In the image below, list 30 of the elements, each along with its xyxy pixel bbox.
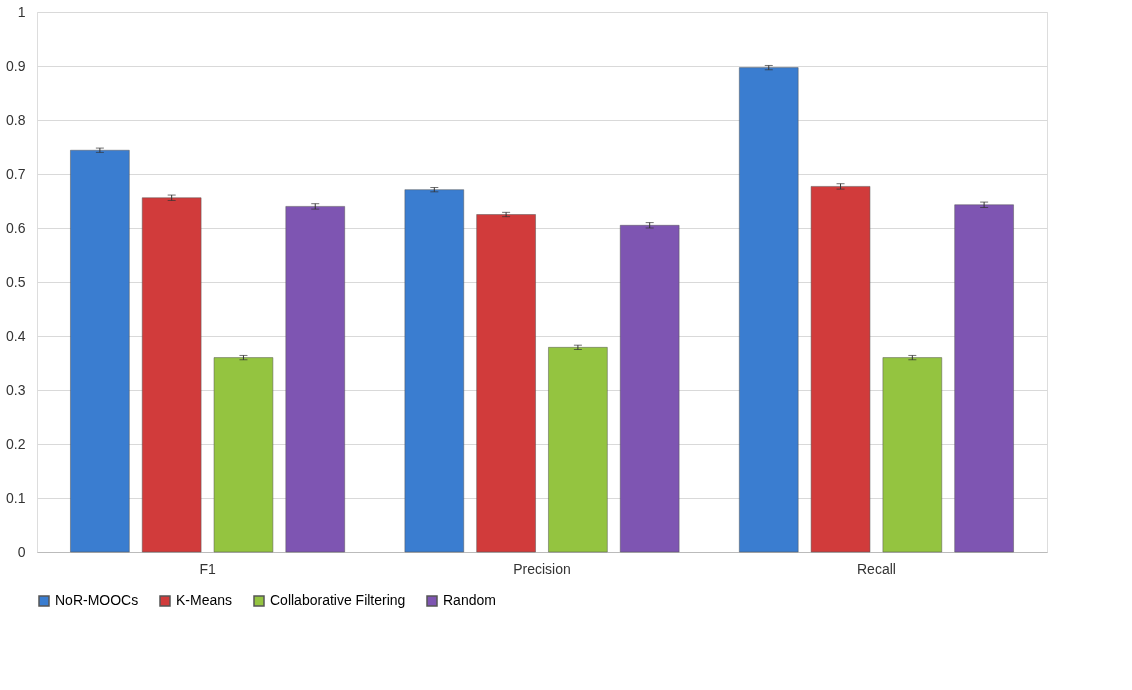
y-tick-label: 0.6 (6, 219, 26, 236)
y-tick-label: 1 (17, 3, 26, 20)
legend-label: Random (443, 592, 496, 608)
bar (476, 214, 536, 553)
x-tick-label: F1 (199, 560, 216, 577)
bar (882, 357, 943, 553)
x-tick-label: Precision (513, 560, 571, 577)
legend-label: Collaborative Filtering (270, 592, 406, 608)
y-tick-label: 0 (17, 543, 26, 560)
bar (404, 189, 464, 553)
bar (141, 197, 202, 553)
y-tick-label: 0.1 (6, 489, 26, 506)
y-tick-label: 0.7 (6, 165, 26, 182)
bar (810, 186, 871, 553)
bar (620, 225, 680, 553)
y-tick-label: 0.2 (6, 435, 26, 452)
y-tick-label: 0.3 (6, 381, 26, 398)
y-tick-label: 0.8 (6, 111, 26, 128)
bar (285, 206, 345, 553)
bar (548, 347, 608, 553)
bar (213, 357, 274, 553)
x-tick-label: Recall (856, 560, 896, 577)
bar (70, 149, 130, 553)
legend-label: K-Means (176, 592, 233, 608)
y-tick-label: 0.9 (6, 57, 26, 74)
y-tick-label: 0.4 (6, 327, 26, 344)
bar (954, 204, 1014, 553)
y-tick-label: 0.5 (6, 273, 26, 290)
legend-label: NoR-MOOCs (55, 592, 139, 608)
bar (739, 67, 799, 553)
